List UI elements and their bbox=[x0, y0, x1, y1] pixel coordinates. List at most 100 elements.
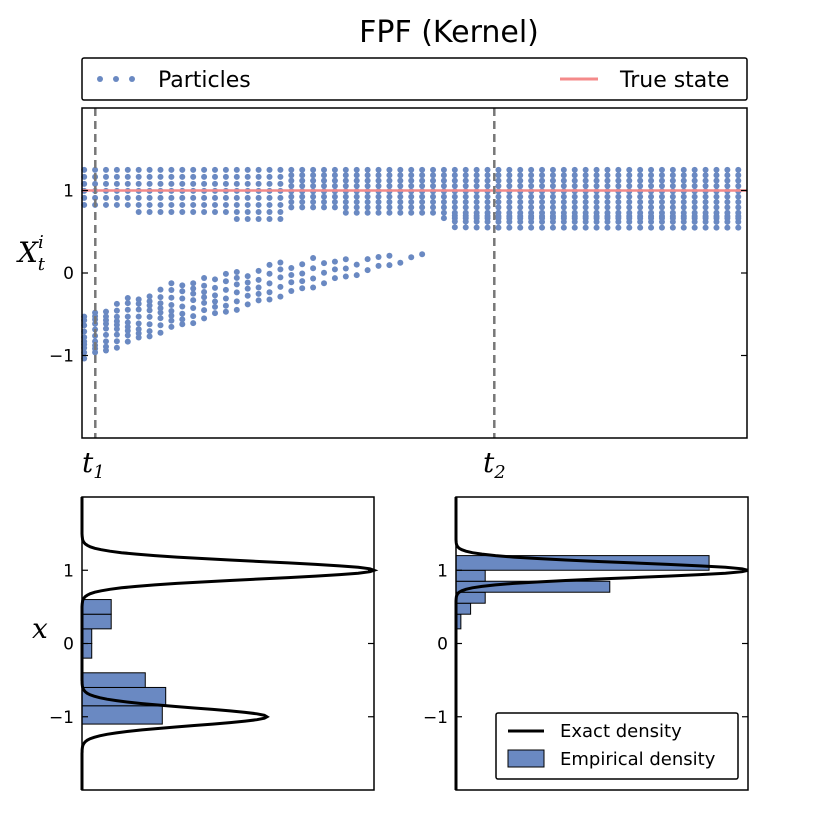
legend-true-state-label: True state bbox=[619, 68, 729, 93]
particle-point bbox=[113, 326, 120, 333]
particle-point bbox=[702, 193, 709, 200]
particle-point bbox=[277, 201, 284, 208]
particle-point bbox=[146, 173, 153, 180]
particle-point bbox=[342, 204, 349, 211]
legend-particles-marker bbox=[97, 76, 103, 82]
particle-point bbox=[419, 182, 426, 189]
particle-point bbox=[255, 276, 262, 283]
particle-point bbox=[321, 260, 328, 267]
particle-point bbox=[92, 338, 99, 345]
top-subplot: −1 0 1 t1 t2 Xi t bbox=[16, 107, 748, 483]
particle-point bbox=[528, 177, 535, 184]
particle-point bbox=[604, 218, 611, 225]
particle-point bbox=[233, 201, 240, 208]
bottom-left-subplot: −1 0 1 x bbox=[32, 496, 379, 791]
particle-point bbox=[637, 204, 644, 211]
particle-point bbox=[626, 177, 633, 184]
particle-point bbox=[124, 166, 131, 173]
particle-point bbox=[604, 204, 611, 211]
particle-point bbox=[233, 298, 240, 305]
particle-point bbox=[135, 194, 142, 201]
particle-point bbox=[342, 193, 349, 200]
particle-point bbox=[593, 199, 600, 206]
particle-point bbox=[615, 193, 622, 200]
particle-point bbox=[222, 166, 229, 173]
particle-point bbox=[549, 177, 556, 184]
particle-point bbox=[484, 204, 491, 211]
particle-point bbox=[190, 290, 197, 297]
particle-point bbox=[419, 193, 426, 200]
particle-point bbox=[506, 193, 513, 200]
particle-point bbox=[168, 312, 175, 319]
particle-point bbox=[386, 262, 393, 269]
particle-point bbox=[331, 193, 338, 200]
particle-point bbox=[430, 204, 437, 211]
particle-point bbox=[658, 224, 665, 231]
particle-point bbox=[212, 292, 218, 299]
particle-point bbox=[353, 209, 360, 216]
particle-point bbox=[440, 172, 447, 179]
particle-point bbox=[321, 182, 328, 189]
particle-point bbox=[658, 172, 665, 179]
particle-point bbox=[626, 172, 633, 179]
particle-point bbox=[321, 204, 328, 211]
particle-point bbox=[157, 180, 164, 187]
particle-point bbox=[691, 182, 698, 189]
particle-point bbox=[310, 265, 317, 272]
particle-point bbox=[386, 172, 393, 179]
particle-point bbox=[397, 193, 404, 200]
particle-point bbox=[593, 172, 600, 179]
particle-point bbox=[669, 177, 676, 184]
particle-point bbox=[648, 199, 655, 206]
particle-point bbox=[451, 218, 458, 225]
particle-point bbox=[146, 201, 153, 208]
particle-point bbox=[190, 166, 197, 173]
particle-point bbox=[310, 166, 317, 173]
particle-point bbox=[484, 199, 491, 206]
particle-point bbox=[669, 218, 676, 225]
particle-point bbox=[113, 338, 120, 345]
particle-point bbox=[310, 182, 317, 189]
particle-point bbox=[146, 328, 153, 335]
particle-point bbox=[364, 204, 371, 211]
top-ytick-label: 0 bbox=[63, 264, 74, 284]
particle-point bbox=[266, 180, 273, 187]
particle-point bbox=[364, 209, 371, 216]
particle-point bbox=[157, 166, 164, 173]
particle-point bbox=[462, 172, 469, 179]
particle-point bbox=[299, 204, 306, 211]
particle-point bbox=[386, 199, 393, 206]
particle-point bbox=[691, 193, 698, 200]
particle-point bbox=[440, 182, 447, 189]
particle-point bbox=[626, 193, 633, 200]
particle-point bbox=[539, 193, 546, 200]
particle-point bbox=[735, 193, 742, 200]
particle-point bbox=[713, 182, 720, 189]
particle-point bbox=[201, 294, 208, 301]
particle-point bbox=[277, 194, 284, 201]
particle-point bbox=[266, 215, 273, 222]
particle-point bbox=[517, 224, 524, 231]
particle-point bbox=[451, 224, 458, 231]
particle-point bbox=[430, 177, 437, 184]
particle-point bbox=[168, 194, 175, 201]
bl-histogram-bar bbox=[81, 613, 112, 630]
particle-point bbox=[593, 182, 600, 189]
bottom-legend: Exact density Empirical density bbox=[495, 712, 739, 780]
particle-point bbox=[353, 177, 360, 184]
particle-point bbox=[539, 224, 546, 231]
particle-point bbox=[201, 282, 208, 289]
particle-point bbox=[626, 213, 633, 220]
particle-point bbox=[113, 300, 120, 307]
particle-point bbox=[604, 193, 611, 200]
particle-point bbox=[353, 261, 360, 268]
particle-point bbox=[560, 193, 567, 200]
particle-point bbox=[495, 172, 502, 179]
particle-point bbox=[277, 266, 284, 273]
particle-point bbox=[735, 177, 742, 184]
particle-point bbox=[430, 193, 437, 200]
particle-point bbox=[190, 313, 197, 320]
particle-point bbox=[517, 177, 524, 184]
particle-point bbox=[288, 265, 295, 272]
